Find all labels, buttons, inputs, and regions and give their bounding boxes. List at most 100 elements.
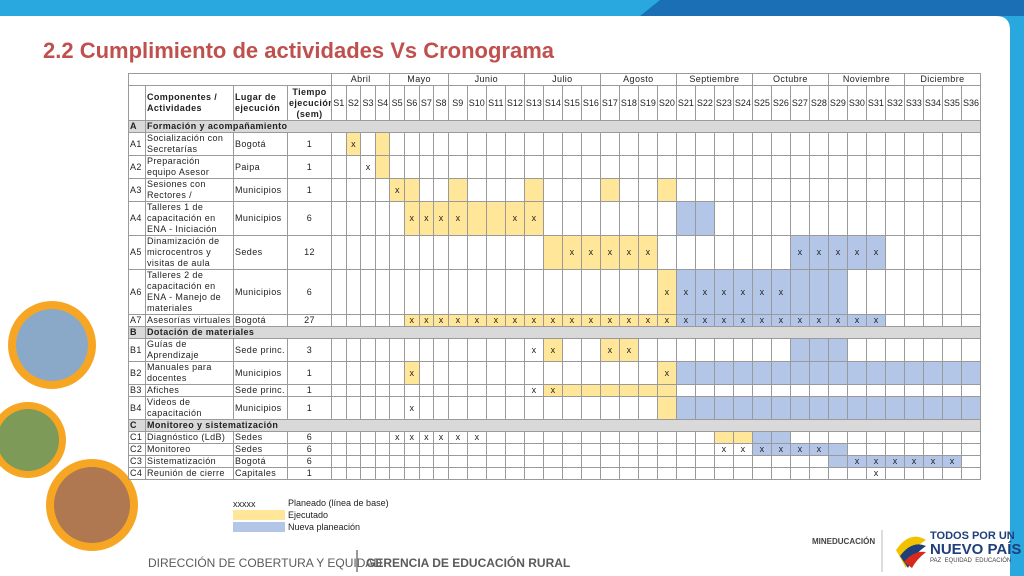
week-cell (922, 269, 943, 315)
week-cell (618, 178, 639, 202)
replanned-cell (770, 431, 791, 444)
week-cell (418, 269, 435, 315)
week-cell (403, 455, 420, 468)
week: S9 (447, 85, 468, 121)
month: Junio (447, 73, 525, 86)
week-cell (433, 384, 449, 397)
replanned-cell: x (770, 269, 791, 315)
week-cell (675, 443, 696, 456)
duration: 1 (287, 361, 332, 385)
week-cell (922, 338, 943, 362)
replanned-cell (846, 361, 867, 385)
section-row: B Dotación de materiales (128, 326, 981, 339)
header: Lugar de ejecución (233, 85, 288, 121)
week-cell (618, 269, 639, 315)
week-cell (523, 269, 544, 315)
week-cell (389, 384, 405, 397)
week-cell (827, 155, 848, 179)
activity: Preparación equipo Asesor (145, 155, 234, 179)
replanned-cell (960, 361, 981, 385)
week-cell (345, 338, 362, 362)
week-cell (360, 314, 376, 327)
week-cell (846, 443, 867, 456)
week-cell (403, 155, 420, 179)
week-cell (732, 132, 753, 156)
executed-cell: x (542, 314, 563, 327)
week-cell (941, 269, 962, 315)
week-cell (485, 396, 506, 420)
week-cell (374, 235, 391, 270)
activity: Videos de capacitación (145, 396, 234, 420)
week-cell (485, 178, 506, 202)
week-cell (903, 201, 924, 236)
week: S10 (466, 85, 487, 121)
week: S24 (732, 85, 753, 121)
week-cell (331, 431, 347, 444)
week-cell (732, 338, 753, 362)
week-cell (732, 155, 753, 179)
legend-sample: xxxxx (233, 499, 256, 509)
week-cell (331, 338, 347, 362)
week: S29 (827, 85, 848, 121)
footer-text: GERENCIA DE EDUCACIÓN RURAL (366, 556, 571, 570)
replanned-cell (827, 396, 848, 420)
week-cell (694, 455, 715, 468)
week-cell (865, 132, 886, 156)
replanned-cell (827, 455, 848, 468)
week-cell (331, 384, 347, 397)
week-cell (846, 132, 867, 156)
week-cell (466, 384, 487, 397)
week-cell (732, 384, 753, 397)
replanned-cell: x (884, 455, 905, 468)
replanned-cell (846, 396, 867, 420)
week: S32 (884, 85, 905, 121)
week-cell (941, 443, 962, 456)
week-cell: x (713, 443, 734, 456)
activity-row: B2 Manuales para docentes Municipios 1 x x (128, 361, 981, 385)
week-cell (580, 155, 601, 179)
week: S4 (374, 85, 391, 121)
week-cell (374, 361, 391, 385)
activity: Diagnóstico (LdB) (145, 431, 234, 444)
section-title: Dotación de materiales (145, 326, 981, 339)
replanned-cell (713, 361, 734, 385)
week: S14 (542, 85, 563, 121)
week-cell (389, 201, 405, 236)
week-cell (466, 269, 487, 315)
week-cell (865, 443, 886, 456)
week-cell (542, 443, 563, 456)
executed-cell (523, 178, 544, 202)
week-cell (466, 338, 487, 362)
replanned-cell (865, 396, 886, 420)
week: S33 (903, 85, 924, 121)
week-cell (922, 155, 943, 179)
week-cell (732, 201, 753, 236)
week-cell (403, 443, 420, 456)
executed-cell: x (418, 314, 435, 327)
week-cell: x (466, 431, 487, 444)
replanned-cell: x (922, 455, 943, 468)
week-cell (808, 178, 829, 202)
week-cell (418, 155, 435, 179)
replanned-cell (884, 396, 905, 420)
replanned-cell (903, 361, 924, 385)
week-cell (865, 338, 886, 362)
week-cell (331, 235, 347, 270)
top-band-dark (640, 0, 1024, 16)
week-cell (656, 201, 677, 236)
duration: 1 (287, 178, 332, 202)
activity-row: B4 Videos de capacitación Municipios 1 x (128, 396, 981, 420)
week: S13 (523, 85, 544, 121)
week-cell (960, 338, 981, 362)
week-cell (360, 361, 376, 385)
executed-cell: x (403, 361, 420, 385)
executed-cell (713, 431, 734, 444)
executed-cell: x (580, 235, 601, 270)
week-cell (808, 201, 829, 236)
week-cell (637, 431, 658, 444)
week-cell (504, 467, 525, 480)
week-cell (360, 455, 376, 468)
replanned-cell (960, 396, 981, 420)
week-cell (418, 384, 435, 397)
week-cell (903, 269, 924, 315)
